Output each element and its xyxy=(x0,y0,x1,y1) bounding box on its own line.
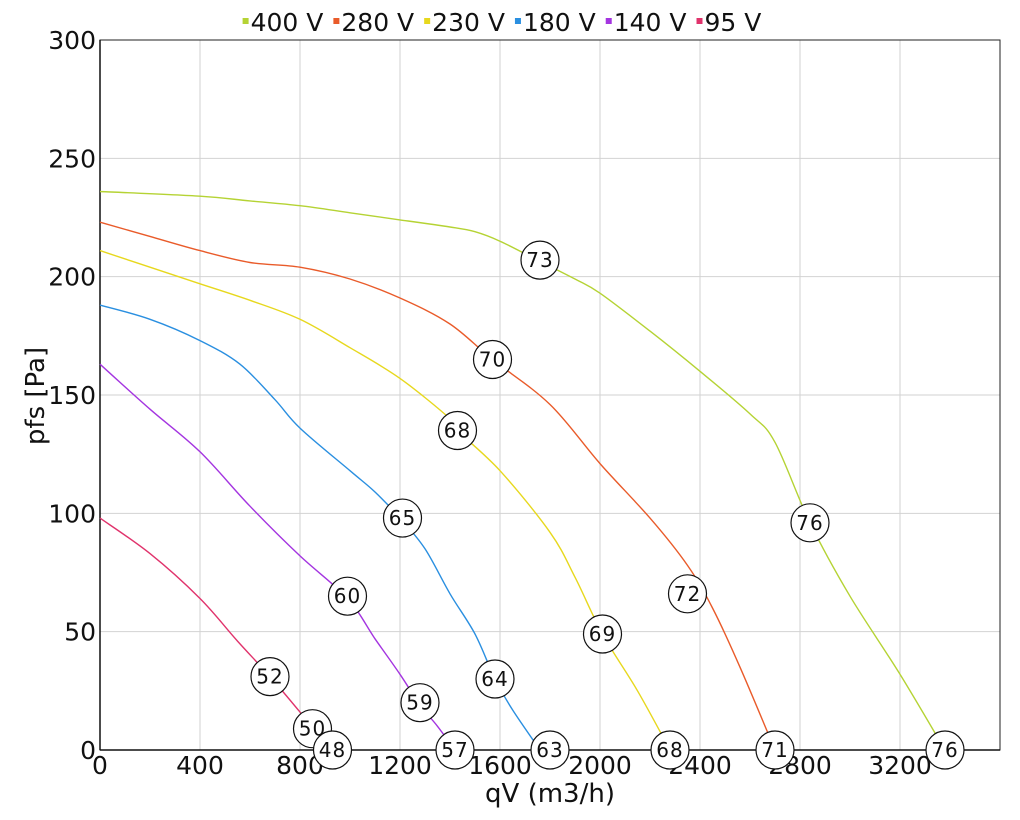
point-label-text: 60 xyxy=(334,584,361,608)
point-label-text: 52 xyxy=(256,665,283,689)
x-tick-label: 1200 xyxy=(368,751,432,780)
point-label-circle xyxy=(790,503,830,543)
legend-item: 400 V xyxy=(242,8,324,37)
point-label-text: 68 xyxy=(656,738,683,762)
legend-swatch xyxy=(333,18,340,24)
series-lines xyxy=(99,190,946,751)
x-axis-title: qV (m3/h) xyxy=(485,779,615,809)
point-label-text: 76 xyxy=(796,511,823,535)
point-label-text: 73 xyxy=(526,248,553,272)
legend-swatch xyxy=(696,18,703,24)
point-label: 76 xyxy=(790,503,830,543)
point-label: 71 xyxy=(755,730,795,770)
x-tick-label: 1600 xyxy=(468,751,532,780)
y-tick-label: 200 xyxy=(48,263,96,292)
legend-item: 140 V xyxy=(605,8,687,37)
point-label: 60 xyxy=(327,576,368,616)
x-tick-labels: 0 400 800 1200 1600 2000 2400 2800 3200 xyxy=(92,751,932,780)
point-label-circle xyxy=(475,659,515,699)
point-label: 65 xyxy=(382,498,423,538)
point-label-text: 59 xyxy=(406,691,433,715)
point-label-text: 63 xyxy=(536,738,563,762)
point-label: 52 xyxy=(250,657,290,697)
point-label: 76 xyxy=(925,730,965,770)
point-label: 72 xyxy=(667,574,708,614)
legend-item: 180 V xyxy=(514,8,596,37)
point-label: 70 xyxy=(472,339,513,380)
x-tick-label: 0 xyxy=(92,751,108,780)
point-label: 59 xyxy=(400,683,440,723)
y-tick-label: 150 xyxy=(48,381,96,410)
grid xyxy=(99,39,1001,751)
x-tick-label: 400 xyxy=(176,751,224,780)
point-label-circle xyxy=(472,339,513,380)
point-label-circle xyxy=(327,576,368,616)
point-label: 73 xyxy=(520,240,560,280)
point-label-circle xyxy=(312,730,353,770)
point-label: 68 xyxy=(650,730,690,770)
legend-label: 95 V xyxy=(705,8,762,37)
point-label: 69 xyxy=(582,614,623,654)
point-label: 48 xyxy=(312,730,353,770)
point-label: 63 xyxy=(530,730,570,770)
point-label-circle xyxy=(667,574,708,614)
point-label-circle xyxy=(520,240,560,280)
point-label: 57 xyxy=(435,730,475,770)
point-label-circle xyxy=(755,730,795,770)
series-line xyxy=(99,304,541,751)
y-tick-label: 300 xyxy=(48,26,96,55)
y-tick-labels: 0 50 100 150 200 250 300 xyxy=(48,26,96,765)
point-label-circle xyxy=(582,614,623,654)
point-label-text: 68 xyxy=(444,419,471,443)
point-label-circle xyxy=(650,730,690,770)
legend-item: 230 V xyxy=(424,8,505,37)
series-line xyxy=(99,221,776,751)
point-label-text: 71 xyxy=(761,738,788,762)
point-label-circle xyxy=(530,730,570,770)
x-tick-label: 3200 xyxy=(868,751,932,780)
legend-swatch xyxy=(605,18,612,24)
legend-label: 280 V xyxy=(341,8,414,37)
point-label-text: 65 xyxy=(389,506,416,530)
y-tick-label: 250 xyxy=(48,144,96,173)
legend-label: 230 V xyxy=(432,8,505,37)
y-tick-label: 100 xyxy=(48,499,96,528)
series-line xyxy=(99,190,946,751)
point-label-text: 72 xyxy=(674,582,701,606)
legend-swatch xyxy=(242,18,249,24)
point-label-text: 64 xyxy=(481,667,508,691)
y-axis-title: pfs [Pa] xyxy=(21,347,51,445)
series-line xyxy=(99,249,671,751)
legend: 400 V 280 V 230 V 180 V 140 V 95 V xyxy=(242,8,762,37)
legend-label: 180 V xyxy=(523,8,596,37)
point-label: 64 xyxy=(475,659,515,699)
point-label-text: 57 xyxy=(441,738,468,762)
point-label: 68 xyxy=(437,410,478,451)
legend-label: 140 V xyxy=(614,8,687,37)
point-label-circle xyxy=(382,498,423,538)
point-label-circle xyxy=(435,730,475,770)
point-label-text: 70 xyxy=(479,348,506,372)
legend-swatch xyxy=(424,18,431,24)
y-tick-label: 50 xyxy=(64,618,96,647)
x-tick-label: 2000 xyxy=(568,751,632,780)
point-label-circle xyxy=(925,730,965,770)
point-label-text: 48 xyxy=(319,738,346,762)
legend-label: 400 V xyxy=(251,8,324,37)
point-label-text: 76 xyxy=(931,738,958,762)
y-tick-label: 0 xyxy=(80,736,96,765)
point-label-circle xyxy=(437,410,478,451)
legend-item: 280 V xyxy=(333,8,414,37)
point-label-text: 69 xyxy=(589,622,616,646)
legend-swatch xyxy=(514,18,521,24)
legend-item: 95 V xyxy=(696,8,762,37)
point-label-circle xyxy=(400,683,440,723)
point-label-circle xyxy=(250,657,290,697)
